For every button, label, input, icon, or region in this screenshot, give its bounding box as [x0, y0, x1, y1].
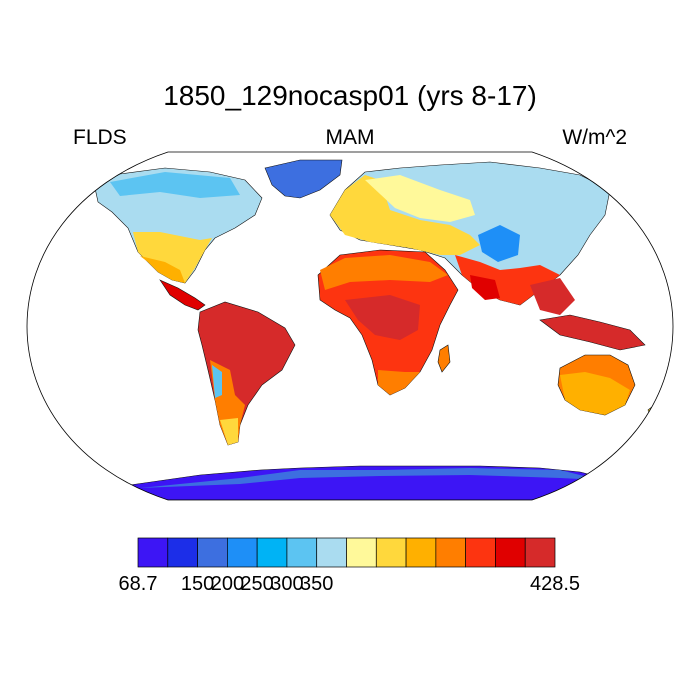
colorbar-swatch: [227, 537, 258, 568]
colorbar-swatch: [405, 537, 437, 568]
colorbar-swatch: [167, 537, 198, 568]
colorbar-swatch: [495, 537, 526, 568]
colorbar-swatch: [286, 537, 318, 568]
colorbar-tick-label: 428.5: [529, 573, 581, 595]
colorbar-swatch: [256, 537, 288, 568]
colorbar-swatch: [465, 537, 496, 568]
colorbar-tick-label: 300: [270, 573, 304, 595]
colorbar-tick-label: 150: [180, 573, 215, 595]
colorbar-tick-label: 200: [210, 573, 245, 595]
north-america: [94, 167, 263, 284]
colorbar-swatch: [346, 537, 377, 568]
colorbar-swatch: [137, 537, 169, 568]
season-label: MAM: [325, 126, 375, 149]
colorbar-swatch: [197, 537, 228, 568]
land-areas: [27, 159, 673, 500]
colorbar: [137, 537, 556, 568]
variable-label: FLDS: [73, 126, 127, 149]
colorbar-swatch: [435, 537, 466, 568]
colorbar-swatch: [524, 537, 556, 568]
madagascar: [437, 344, 451, 373]
colorbar-tick-label: 250: [240, 573, 274, 595]
colorbar-swatch: [316, 537, 347, 568]
colorbar-swatch: [375, 537, 407, 568]
central-america: [159, 279, 206, 311]
new-zealand: [647, 401, 665, 421]
colorbar-tick-label: 68.7: [118, 573, 158, 595]
map-title: 1850_129nocasp01 (yrs 8-17): [163, 80, 537, 111]
map-border: [26, 151, 674, 501]
greenland: [264, 159, 343, 199]
units-label: W/m^2: [562, 126, 627, 149]
colorbar-tick-label: 350: [300, 573, 334, 595]
maritime-continent: [539, 314, 646, 351]
